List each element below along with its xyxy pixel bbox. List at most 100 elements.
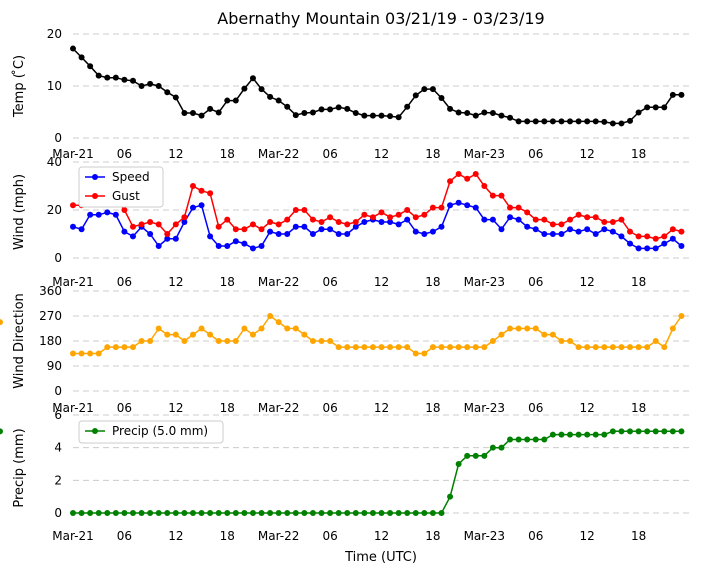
data-point [232,238,239,245]
data-point [378,209,385,216]
data-point [309,109,316,116]
data-point [309,510,316,516]
data-point [438,204,445,211]
data-point [224,338,231,344]
data-point [429,204,436,211]
data-point [429,86,436,93]
x-tick-label: 12 [168,401,183,415]
data-point [155,325,162,332]
data-point [172,94,179,101]
legend-swatch-marker [92,193,98,199]
x-tick-label: Mar-23 [464,529,505,543]
data-point [121,76,128,83]
data-point [404,216,411,223]
x-tick-label: 06 [322,401,337,415]
data-point [318,219,325,225]
y-tick-label: 180 [39,334,62,348]
data-point [549,118,556,125]
data-point [87,510,94,516]
data-point [498,331,505,338]
data-point [404,510,411,516]
data-point [327,226,334,233]
data-point [652,235,659,242]
data-point [455,344,462,351]
y-tick-label: 40 [47,155,62,169]
data-point [232,510,239,516]
data-point [292,510,299,516]
data-point [129,223,136,230]
x-tick-label: 06 [117,401,132,415]
data-point [207,331,214,338]
data-point [412,350,419,357]
y-tick-label: 0 [54,251,62,265]
data-point [652,245,659,252]
data-point [661,428,668,435]
data-point [575,118,582,125]
data-point [669,226,676,233]
data-point [412,92,419,99]
data-point [104,344,111,351]
data-point [241,510,248,516]
data-point [344,221,351,228]
data-point [464,452,471,459]
data-point [678,228,685,235]
data-point [129,344,136,351]
data-point [267,228,274,235]
data-point [601,226,608,233]
data-point [335,510,342,516]
data-point [378,112,385,119]
data-point [164,235,171,242]
data-point [592,231,599,237]
data-point [549,431,556,438]
data-point [661,240,668,247]
data-point [198,325,205,332]
data-point [421,350,428,357]
x-tick-label: 06 [117,529,132,543]
data-point [138,83,145,89]
data-point [129,510,136,516]
data-point [387,113,394,120]
x-tick-label: 18 [631,401,646,415]
data-point [344,231,351,237]
data-point [438,344,445,351]
data-point [301,207,308,213]
data-point [352,110,359,117]
data-point [515,436,522,443]
x-tick-label: 06 [322,147,337,161]
data-point [335,344,342,351]
data-point [387,344,394,351]
data-point [669,428,676,435]
data-point [489,444,496,451]
data-point [472,204,479,211]
data-point [464,110,471,117]
data-point [549,331,556,338]
data-point [532,436,539,443]
data-point [584,226,591,233]
data-point [627,344,634,351]
data-point [78,54,85,61]
series-direction [0,313,685,357]
data-point [327,510,334,516]
data-point [472,344,479,351]
data-point [129,77,136,84]
data-point [455,109,462,116]
chart-title: Abernathy Mountain 03/21/19 - 03/23/19 [217,9,544,28]
data-point [267,219,274,225]
data-point [429,344,436,351]
data-point [618,233,625,240]
data-point [318,106,325,113]
data-point [524,118,531,125]
data-point [601,219,608,225]
data-point [361,344,368,351]
data-point [541,118,548,125]
data-point [361,219,368,225]
data-point [284,216,291,223]
data-point [215,510,222,516]
data-point [87,211,94,218]
data-point [575,211,582,218]
x-axis-label: Time (UTC) [344,550,417,565]
x-tick-label: 18 [425,147,440,161]
data-point [447,493,454,500]
data-point [172,331,179,338]
data-point [669,325,676,332]
